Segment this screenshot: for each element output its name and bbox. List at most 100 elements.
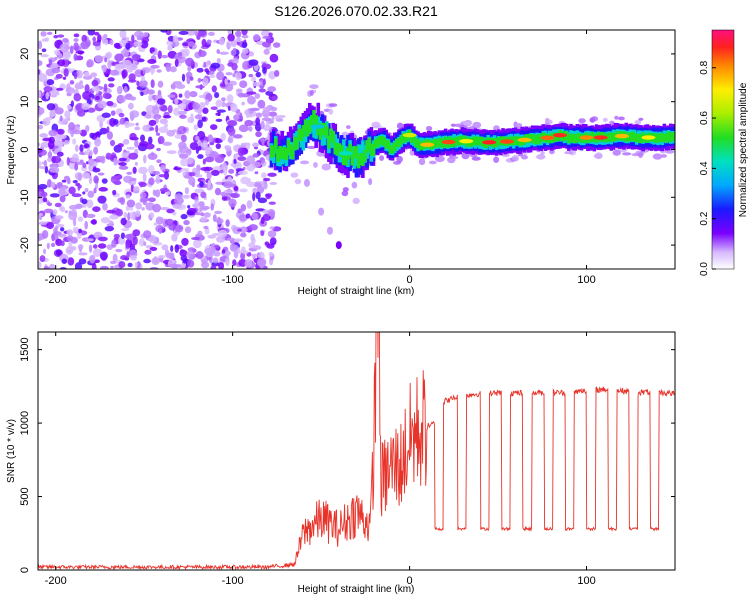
noise-speckle	[174, 196, 184, 205]
noise-speckle	[195, 85, 205, 89]
noise-speckle	[159, 206, 170, 211]
noise-speckle	[104, 57, 108, 63]
noise-speckle	[210, 169, 220, 177]
noise-speckle	[131, 53, 141, 62]
noise-speckle	[113, 118, 119, 125]
noise-speckle	[43, 86, 53, 93]
noise-speckle	[200, 212, 205, 217]
noise-speckle	[450, 123, 457, 127]
noise-speckle	[254, 93, 261, 99]
noise-speckle	[262, 78, 266, 86]
noise-speckle	[101, 178, 108, 184]
noise-speckle	[216, 71, 225, 81]
noise-speckle	[113, 157, 118, 166]
noise-speckle	[83, 150, 89, 156]
signal-band-cell	[295, 137, 299, 150]
noise-speckle	[262, 66, 267, 74]
noise-speckle	[102, 92, 110, 99]
colorbar-tick-label: 0.0	[699, 262, 710, 276]
noise-speckle	[129, 110, 140, 118]
signal-band-cell	[433, 138, 437, 148]
noise-speckle	[138, 181, 147, 188]
signal-band-cell	[363, 149, 367, 162]
noise-speckle	[190, 113, 194, 122]
noise-speckle	[144, 249, 152, 255]
signal-band-cell	[348, 145, 352, 172]
noise-speckle	[201, 116, 207, 122]
top-y-tick-label: -10	[19, 189, 31, 205]
signal-band-cell	[528, 133, 533, 143]
noise-speckle	[246, 181, 256, 188]
noise-speckle	[64, 210, 68, 214]
signal-hotspot	[552, 132, 567, 138]
signal-band-cell	[575, 133, 580, 143]
noise-speckle	[38, 221, 48, 226]
noise-speckle	[450, 155, 459, 160]
noise-speckle	[91, 79, 99, 87]
signal-band-cell	[654, 134, 658, 143]
noise-speckle	[155, 124, 159, 134]
signal-hotspot	[420, 142, 435, 147]
noise-speckle	[257, 257, 267, 267]
noise-speckle	[147, 136, 153, 145]
noise-speckle	[164, 249, 170, 257]
signal-band-cell	[346, 134, 350, 161]
noise-speckle	[74, 144, 79, 152]
noise-speckle	[84, 71, 90, 77]
noise-speckle	[100, 217, 111, 224]
noise-speckle	[158, 126, 169, 134]
noise-speckle	[87, 238, 94, 242]
noise-speckle	[225, 72, 233, 76]
noise-speckle	[197, 119, 203, 129]
noise-speckle	[61, 179, 67, 183]
noise-speckle	[38, 183, 48, 190]
noise-speckle	[199, 101, 206, 109]
noise-speckle	[104, 73, 109, 78]
noise-speckle	[194, 31, 199, 37]
colorbar-tick-label: 0.6	[699, 111, 710, 125]
signal-band-cell	[471, 137, 476, 146]
noise-speckle	[241, 34, 249, 39]
signal-band-cell	[537, 135, 541, 145]
noise-speckle	[109, 69, 119, 76]
noise-speckle	[227, 127, 236, 136]
noise-speckle	[204, 156, 215, 163]
noise-speckle	[194, 174, 203, 178]
noise-speckle	[73, 38, 79, 42]
noise-speckle	[122, 139, 130, 145]
noise-speckle	[152, 106, 160, 115]
noise-speckle	[638, 117, 644, 121]
noise-speckle	[67, 257, 75, 266]
signal-band-cell	[316, 123, 321, 136]
noise-speckle	[114, 208, 123, 217]
noise-speckle	[68, 122, 76, 131]
noise-speckle	[42, 197, 48, 203]
noise-speckle	[221, 101, 226, 108]
noise-speckle	[268, 32, 273, 37]
noise-speckle	[89, 149, 93, 157]
noise-speckle	[180, 158, 189, 167]
signal-band-cell	[639, 134, 643, 144]
noise-speckle	[78, 258, 87, 265]
signal-band-cell	[513, 136, 518, 145]
noise-speckle	[213, 251, 221, 257]
noise-speckle	[90, 72, 98, 78]
signal-band-cell	[530, 134, 535, 143]
noise-speckle	[271, 116, 275, 121]
noise-speckle	[157, 80, 164, 88]
signal-band-cell	[416, 139, 420, 148]
noise-speckle	[112, 189, 117, 196]
noise-speckle	[258, 88, 266, 93]
noise-speckle	[246, 155, 256, 165]
noise-speckle	[39, 133, 48, 138]
noise-speckle	[186, 30, 196, 36]
noise-speckle	[208, 70, 215, 76]
noise-speckle	[202, 107, 209, 114]
noise-speckle	[368, 178, 373, 186]
noise-speckle	[94, 31, 100, 36]
noise-speckle	[269, 237, 277, 246]
signal-band-cell	[390, 144, 395, 154]
noise-speckle	[197, 230, 203, 236]
signal-band-cell	[305, 124, 310, 137]
noise-speckle	[250, 253, 259, 257]
